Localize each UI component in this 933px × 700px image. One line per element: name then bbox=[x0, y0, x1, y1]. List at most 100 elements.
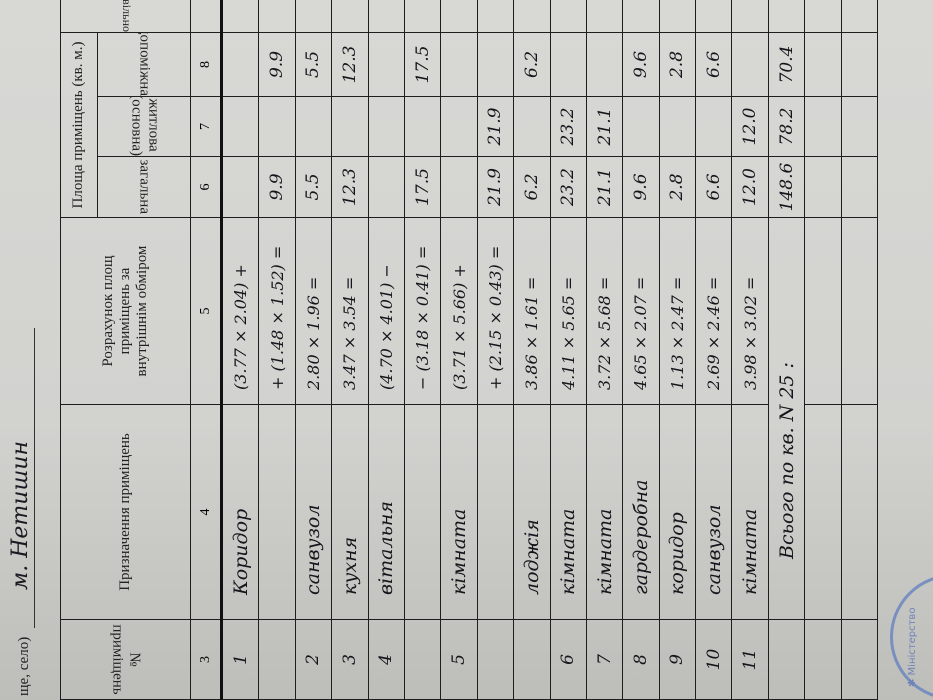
cell-no: 1 bbox=[221, 619, 259, 700]
cell-calc: 3.86 × 1.61 = bbox=[513, 217, 551, 405]
cell-calc: 4.11 × 5.65 = bbox=[550, 217, 587, 405]
table-row: 5 кімната (3.71 × 5.66) + bbox=[440, 0, 478, 700]
column-number: 8 bbox=[190, 32, 222, 97]
empty-row bbox=[841, 0, 878, 700]
total-area: 148.6 bbox=[768, 156, 805, 218]
cell-unauthorized bbox=[331, 0, 369, 33]
cell-aux: 9.9 bbox=[258, 32, 296, 97]
cell-total: 12.0 bbox=[731, 156, 769, 218]
cell-calc: 4.65 × 2.07 = bbox=[622, 217, 660, 405]
header-area-group: Площа приміщень (кв. м.) bbox=[60, 32, 98, 218]
cell-no: 8 bbox=[622, 619, 660, 700]
table-row: 6 кімната 4.11 × 5.65 = 23.2 23.2 bbox=[550, 0, 587, 700]
column-number bbox=[190, 0, 222, 33]
cell-aux: 9.6 bbox=[622, 32, 660, 97]
cell-no: 10 bbox=[695, 619, 732, 700]
cell-aux: 2.8 bbox=[659, 32, 696, 97]
cell-total: 6.6 bbox=[695, 156, 732, 218]
official-stamp: ✱ Міністерство bbox=[890, 574, 933, 700]
column-numbers-row: 3 4 5 6 7 8 bbox=[190, 0, 222, 700]
cell-living bbox=[622, 96, 660, 157]
cell-name: кухня bbox=[331, 404, 369, 620]
cell-total: 12.3 bbox=[331, 156, 369, 218]
cell-name: кімната bbox=[731, 404, 769, 620]
cell-total: 2.8 bbox=[659, 156, 696, 218]
total-label: Всього по кв. N 25 : bbox=[768, 217, 805, 620]
cell-no: 4 bbox=[368, 619, 405, 700]
cell-aux: 12.3 bbox=[331, 32, 369, 97]
header-calc: Розрахунок площ приміщень за внутрішнім … bbox=[60, 217, 191, 405]
cell-name: кімната bbox=[586, 404, 623, 620]
table-row: 4 вітальня (4.70 × 4.01) − bbox=[368, 0, 405, 700]
cell-no bbox=[477, 619, 514, 700]
table-row: 11 кімната 3.98 × 3.02 = 12.0 12.0 bbox=[731, 0, 769, 700]
column-number: 4 bbox=[190, 404, 222, 620]
table-row: 10 санвузол 2.69 × 2.46 = 6.6 6.6 bbox=[695, 0, 732, 700]
cell-total: 6.2 bbox=[513, 156, 551, 218]
cell-total bbox=[440, 156, 478, 218]
cell-unauthorized bbox=[295, 0, 332, 33]
cell-calc: (4.70 × 4.01) − bbox=[368, 217, 405, 405]
cell-name bbox=[477, 404, 514, 620]
cell-unauthorized bbox=[659, 0, 696, 33]
column-number: 7 bbox=[190, 96, 222, 157]
column-number: 6 bbox=[190, 156, 222, 218]
table-row: + (2.15 × 0.43) = 21.9 21.9 bbox=[477, 0, 514, 700]
header-auxiliary: допоміжна bbox=[97, 32, 191, 97]
cell-living bbox=[513, 96, 551, 157]
cell-aux bbox=[221, 32, 259, 97]
cell-total bbox=[221, 156, 259, 218]
cell-living bbox=[695, 96, 732, 157]
table-row: + (1.48 × 1.52) = 9.9 9.9 bbox=[258, 0, 296, 700]
cell-living: 12.0 bbox=[731, 96, 769, 157]
table-row: 8 гардеробна 4.65 × 2.07 = 9.6 9.6 bbox=[622, 0, 660, 700]
header-room-no: № приміщень bbox=[60, 619, 191, 700]
cell-calc: (3.77 × 2.04) + bbox=[221, 217, 259, 405]
cell-name: вітальня bbox=[368, 404, 405, 620]
cell-unauthorized bbox=[622, 0, 660, 33]
cell-name bbox=[404, 404, 441, 620]
table-row: 3 кухня 3.47 × 3.54 = 12.3 12.3 bbox=[331, 0, 369, 700]
cell-unauthorized bbox=[477, 0, 514, 33]
cell-calc: − (3.18 × 0.41) = bbox=[404, 217, 441, 405]
cell-unauthorized bbox=[550, 0, 587, 33]
cell-calc: + (1.48 × 1.52) = bbox=[258, 217, 296, 405]
cell-aux: 5.5 bbox=[295, 32, 332, 97]
cell-living bbox=[368, 96, 405, 157]
cell-total: 5.5 bbox=[295, 156, 332, 218]
cell-no: 7 bbox=[586, 619, 623, 700]
cell-name: коридор bbox=[659, 404, 696, 620]
cell-no bbox=[404, 619, 441, 700]
cell-aux bbox=[368, 32, 405, 97]
cell-aux: 17.5 bbox=[404, 32, 441, 97]
cell-living bbox=[331, 96, 369, 157]
cell-unauthorized bbox=[221, 0, 259, 33]
cell-calc: 1.13 × 2.47 = bbox=[659, 217, 696, 405]
cell-no: 3 bbox=[331, 619, 369, 700]
rooms-table: № приміщень Призначення приміщень Розрах… bbox=[60, 0, 878, 700]
cell-total bbox=[368, 156, 405, 218]
cell-living: 23.2 bbox=[550, 96, 587, 157]
total-living: 78.2 bbox=[768, 96, 805, 157]
cell-aux: 6.6 bbox=[695, 32, 732, 97]
header-total: загальна bbox=[97, 156, 191, 218]
location-value: м. Нетишин bbox=[8, 441, 33, 590]
cell-living bbox=[659, 96, 696, 157]
header-unauthorized: самовільно bbox=[60, 0, 191, 33]
cell-living: 21.1 bbox=[586, 96, 623, 157]
cell-unauthorized bbox=[368, 0, 405, 33]
location-line: ще, село) м. Нетишин bbox=[4, 0, 54, 700]
cell-no: 11 bbox=[731, 619, 769, 700]
total-aux: 70.4 bbox=[768, 32, 805, 97]
cell-total: 21.1 bbox=[586, 156, 623, 218]
column-number: 3 bbox=[190, 619, 222, 700]
cell-name: гардеробна bbox=[622, 404, 660, 620]
cell-name: Коридор bbox=[221, 404, 259, 620]
cell-name: кімната bbox=[440, 404, 478, 620]
cell-calc: + (2.15 × 0.43) = bbox=[477, 217, 514, 405]
cell-aux bbox=[586, 32, 623, 97]
cell-calc: 2.69 × 2.46 = bbox=[695, 217, 732, 405]
cell-total: 21.9 bbox=[477, 156, 514, 218]
cell-living bbox=[404, 96, 441, 157]
